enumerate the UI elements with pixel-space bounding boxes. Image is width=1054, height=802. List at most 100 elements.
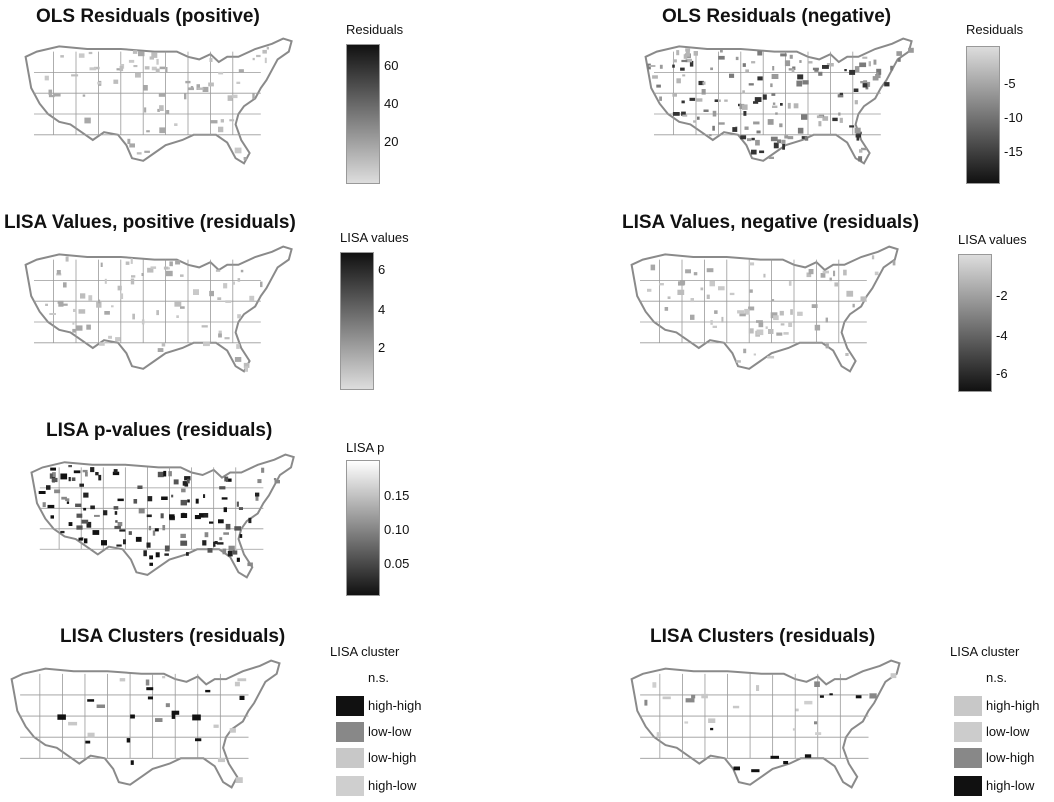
county-patch	[232, 550, 238, 555]
county-patch	[144, 150, 150, 153]
us-outline	[24, 37, 293, 165]
county-patch	[213, 724, 219, 728]
county-patch	[75, 325, 83, 331]
county-patch	[143, 85, 148, 91]
county-patch	[749, 262, 755, 266]
county-patch	[698, 80, 704, 86]
county-patch	[236, 81, 241, 84]
county-patch	[236, 557, 240, 562]
county-patch	[701, 693, 708, 699]
panel-title: LISA Clusters (residuals)	[650, 626, 876, 647]
county-patch	[712, 325, 717, 328]
county-patch	[150, 266, 157, 269]
cluster-swatch	[336, 776, 364, 796]
cluster-label: low-high	[368, 750, 417, 765]
county-patch	[718, 122, 725, 125]
county-patch	[261, 467, 265, 473]
county-patch	[218, 333, 222, 338]
county-patch	[126, 738, 131, 743]
county-patch	[256, 54, 261, 58]
county-patch	[706, 268, 714, 273]
county-patch	[822, 65, 829, 69]
panel-title: OLS Residuals (positive)	[36, 6, 260, 27]
county-patch	[113, 469, 118, 473]
county-patch	[149, 555, 153, 560]
county-patch	[161, 343, 166, 347]
county-patch	[784, 135, 789, 139]
county-patch	[659, 64, 663, 69]
county-patch	[708, 718, 716, 723]
county-patch	[104, 311, 110, 315]
county-patch	[852, 303, 855, 308]
county-patch	[157, 108, 160, 112]
county-patch	[770, 312, 778, 319]
county-patch	[169, 514, 175, 519]
cluster-swatch	[954, 722, 982, 742]
county-patch	[802, 80, 809, 85]
county-patch	[700, 287, 704, 291]
county-patch	[234, 357, 242, 362]
county-patch	[791, 68, 795, 73]
county-patch	[776, 332, 783, 336]
county-patch	[60, 55, 64, 58]
county-patch	[849, 69, 856, 75]
county-patch	[165, 67, 168, 73]
county-patch	[180, 540, 188, 546]
county-patch	[95, 472, 99, 476]
county-patch	[745, 69, 749, 73]
county-patch	[818, 121, 822, 127]
cluster-swatch	[954, 668, 982, 688]
county-patch	[234, 681, 240, 687]
county-patch	[85, 740, 91, 744]
county-patch	[854, 66, 860, 73]
county-patch	[210, 120, 218, 124]
county-patch	[130, 760, 134, 765]
county-patch	[748, 83, 754, 86]
county-patch	[710, 727, 714, 731]
county-patch	[138, 51, 145, 57]
county-patch	[648, 65, 656, 67]
county-patch	[892, 260, 896, 266]
county-patch	[159, 127, 166, 134]
county-patch	[876, 72, 879, 76]
us-map	[644, 37, 914, 165]
county-patch	[203, 513, 209, 518]
county-patch	[862, 83, 868, 88]
county-patch	[768, 156, 774, 159]
county-patch	[806, 272, 812, 278]
county-patch	[839, 92, 843, 95]
county-patch	[236, 501, 239, 507]
county-patch	[203, 494, 206, 498]
county-patch	[763, 273, 766, 278]
county-patch	[101, 540, 107, 546]
tick-label: 40	[384, 96, 399, 111]
county-patch	[163, 470, 167, 477]
county-patch	[777, 139, 782, 144]
county-patch	[869, 693, 877, 699]
county-patch	[158, 93, 165, 97]
legend-title: LISA values	[340, 230, 409, 245]
county-patch	[66, 501, 70, 504]
county-patch	[825, 317, 828, 323]
county-patch	[807, 61, 813, 64]
county-patch	[677, 289, 685, 295]
county-patch	[38, 491, 46, 494]
county-patch	[801, 136, 807, 139]
county-patch	[197, 87, 204, 90]
county-patch	[772, 105, 778, 108]
county-patch	[839, 117, 843, 123]
cluster-swatch	[954, 776, 982, 796]
county-patch	[213, 541, 216, 547]
county-patch	[90, 505, 95, 510]
county-patch	[652, 75, 658, 79]
county-patch	[68, 721, 78, 726]
county-patch	[50, 467, 56, 471]
county-patch	[724, 99, 728, 102]
county-patch	[693, 272, 698, 276]
county-patch	[81, 519, 89, 524]
county-patch	[762, 94, 767, 100]
county-patch	[98, 474, 102, 481]
legend-title: LISA cluster	[950, 644, 1020, 659]
county-patch	[128, 59, 135, 63]
county-patch	[44, 75, 49, 81]
